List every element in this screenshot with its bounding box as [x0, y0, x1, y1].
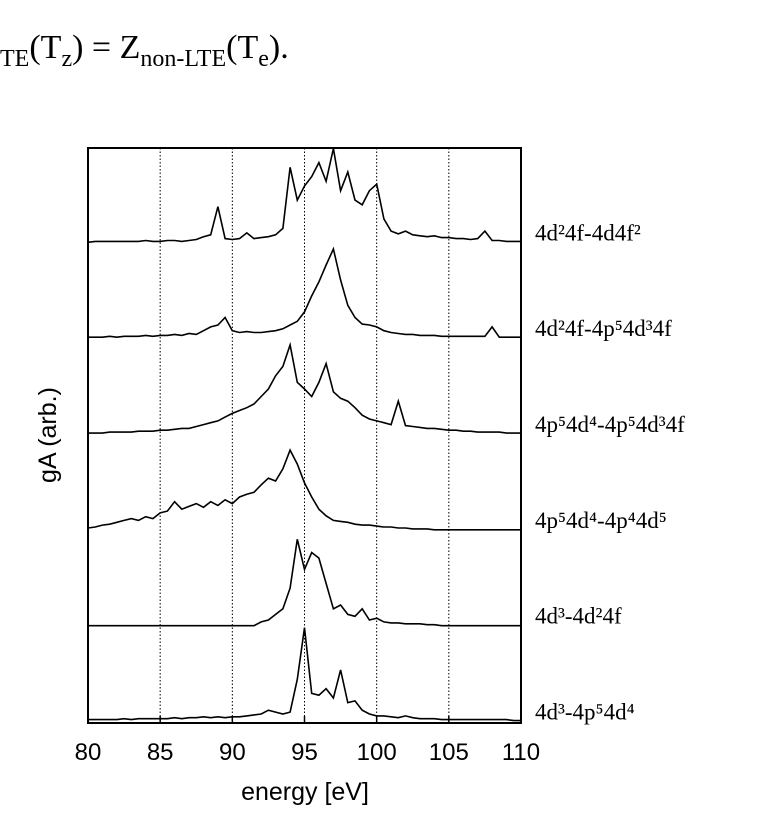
x-tick-label: 100	[357, 739, 397, 766]
x-axis-label: energy [eV]	[241, 778, 369, 806]
x-tick-label: 85	[147, 739, 174, 766]
series-label: 4p⁵4d⁴-4p⁴4d⁵	[535, 508, 667, 533]
equation-part: T	[41, 29, 62, 66]
x-tick-label: 80	[75, 739, 102, 766]
series-label: 4d³-4d²4f	[535, 604, 622, 629]
plot-frame	[87, 147, 522, 724]
y-axis-label: gA (arb.)	[34, 387, 62, 483]
series-label: 4p⁵4d⁴-4p⁵4d³4f	[535, 412, 685, 437]
series-label: 4d³-4p⁵4d⁴	[535, 700, 635, 725]
spectrum	[88, 627, 521, 722]
spectrum	[88, 246, 521, 339]
equation-subscript: z	[61, 46, 72, 72]
series-label: 4d²4f-4d4f²	[535, 220, 641, 245]
equation-subscript: e	[258, 46, 269, 72]
series-label: 4d²4f-4p⁵4d³4f	[535, 316, 672, 341]
equation-part: ).	[269, 29, 289, 66]
x-tick-label: 95	[291, 739, 318, 766]
spectrum	[88, 341, 521, 434]
spectrum	[87, 448, 521, 531]
equation-subscript: TE	[0, 46, 29, 72]
equation-part: (	[29, 29, 40, 66]
spectrum	[88, 539, 521, 627]
spectrum	[87, 148, 521, 244]
x-tick-label: 90	[219, 739, 246, 766]
equation: TE(Tz) = Znon-LTE(Te).	[0, 29, 289, 72]
x-tick-label: 105	[429, 739, 469, 766]
equation-part: T	[237, 29, 258, 66]
x-tick-label: 110	[502, 739, 540, 766]
equation-part: (	[226, 29, 237, 66]
equation-subscript: non-LTE	[140, 46, 226, 72]
equation-part: ) = Z	[72, 29, 140, 66]
